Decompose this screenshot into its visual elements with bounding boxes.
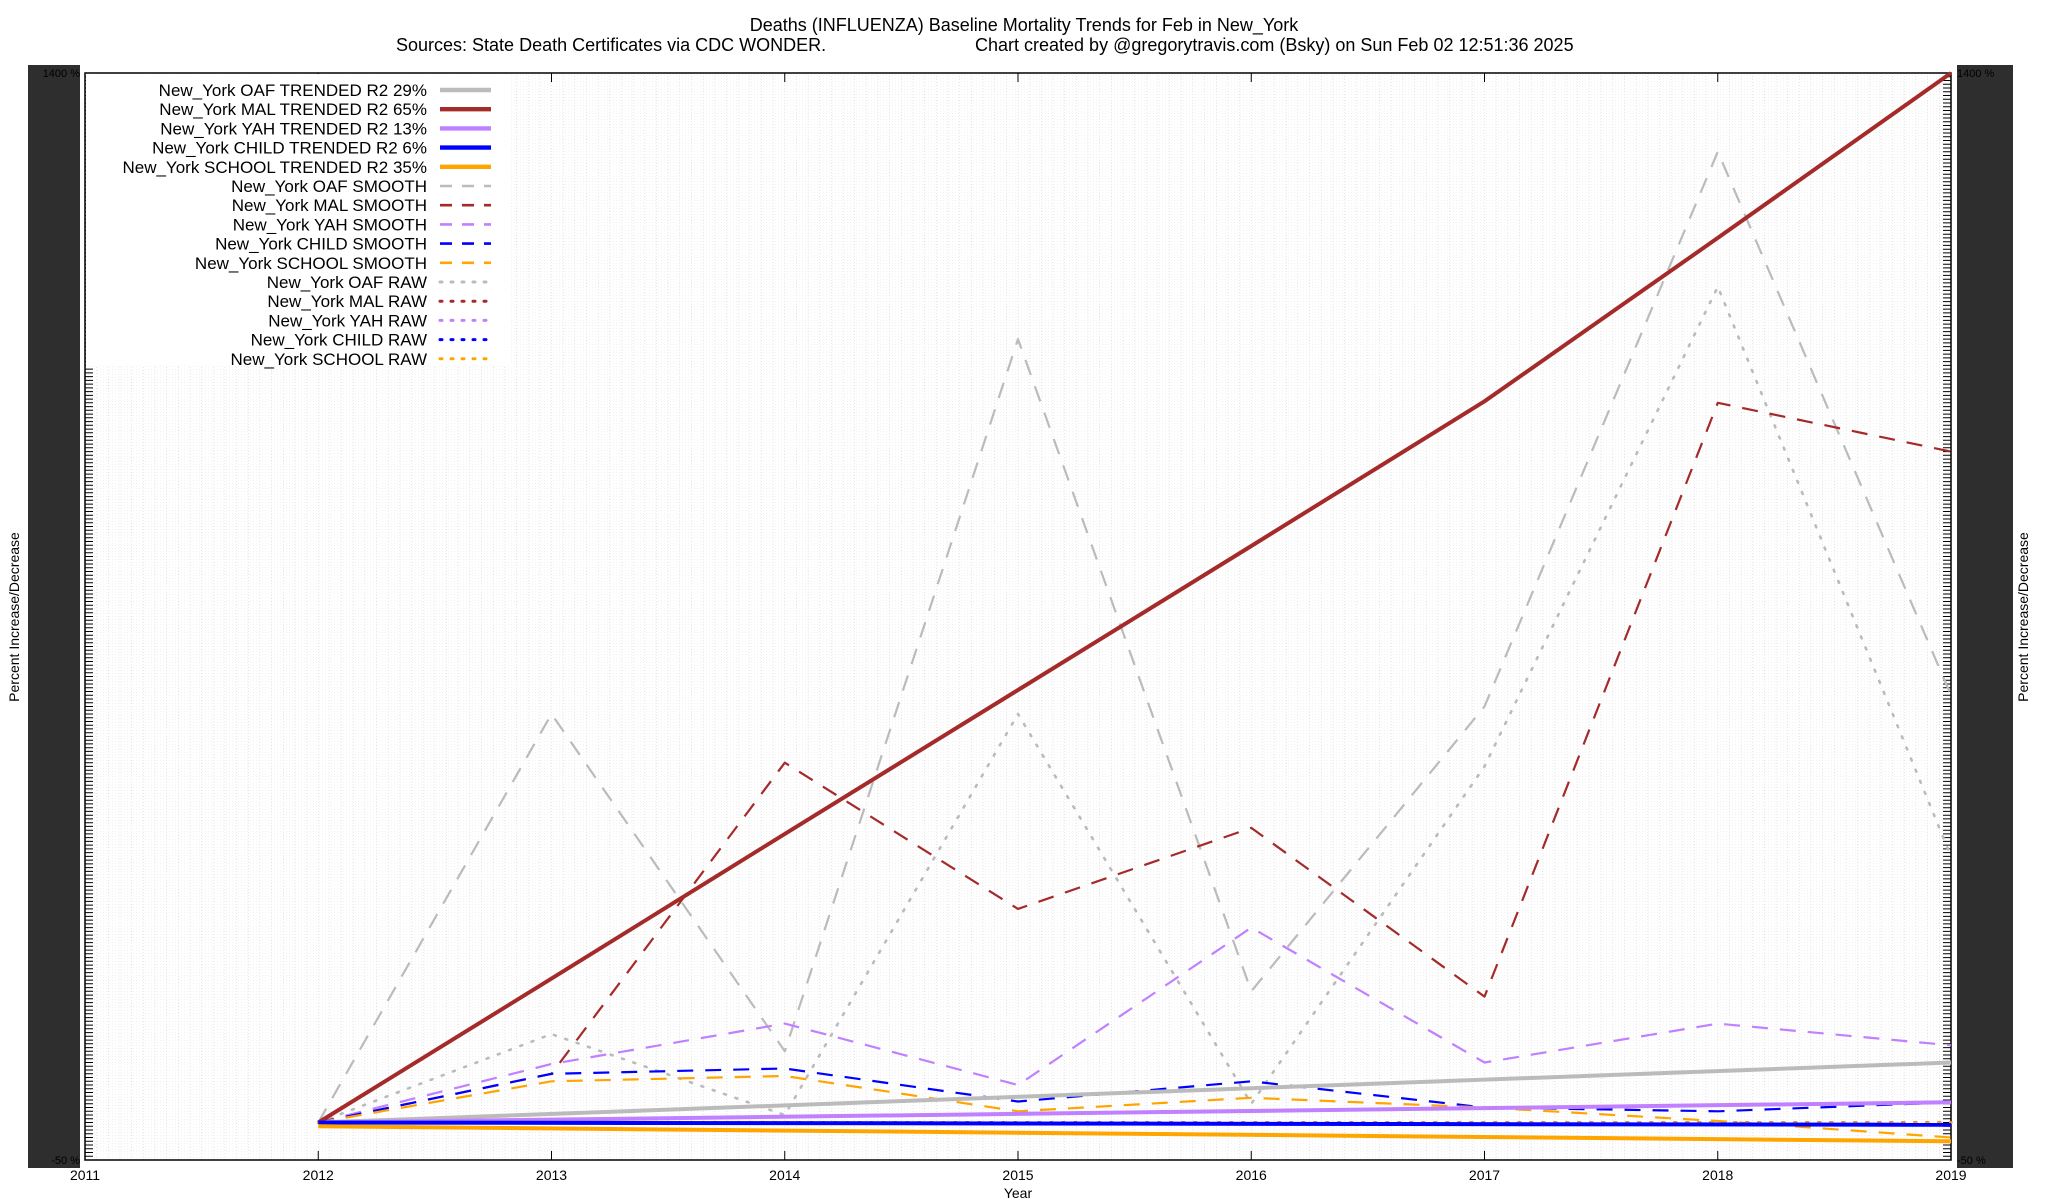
y-tick-marks-right [1943,72,1951,1161]
y-axis-label-right: Percent Increase/Decrease [2015,532,2031,702]
series-line-1 [317,71,1953,1125]
chart-subtitle-right: Chart created by @gregorytravis.com (Bsk… [975,35,1574,55]
legend-entry-label: New_York SCHOOL SMOOTH [195,254,427,273]
legend-entry-label: New_York MAL SMOOTH [232,196,427,215]
legend-entry-label: New_York SCHOOL RAW [231,350,428,369]
y-tick-labels-right-overlap [1957,65,2013,1168]
y-tick-label-left-bottom: -50 % [51,1155,80,1167]
y-tick-labels-left-overlap [28,65,80,1168]
x-tick-label: 2017 [1469,1167,1500,1183]
legend-entry-label: New_York OAF RAW [267,273,427,292]
legend-background [86,74,511,366]
legend-entry-label: New_York YAH TRENDED R2 13% [160,119,427,138]
series-lines [316,71,1953,1144]
chart-title: Deaths (INFLUENZA) Baseline Mortality Tr… [750,15,1300,36]
series-line-6 [318,401,1952,1124]
y-tick-label-right-bottom: -50 % [1957,1155,1986,1167]
series-line-3 [318,1120,1952,1127]
legend-entry-label: New_York OAF TRENDED R2 29% [159,81,427,100]
legend-entry-label: New_York CHILD TRENDED R2 6% [152,139,427,158]
series-line-0 [318,1060,1952,1125]
series-line-5 [317,150,1953,1124]
series-line-7 [318,926,1952,1124]
series-line-9 [318,1074,1952,1139]
series-line-10 [316,285,1953,1124]
legend-entry-label: New_York CHILD SMOOTH [215,235,427,254]
legend-entry-label: New_York YAH SMOOTH [233,215,427,234]
x-tick-label: 2015 [1002,1167,1033,1183]
x-tick-label: 2018 [1702,1167,1733,1183]
y-tick-label-left-top: 1400 % [43,68,81,80]
x-axis-label: Year [1004,1185,1033,1200]
legend-entry-label: New_York SCHOOL TRENDED R2 35% [122,158,427,177]
legend-entry-label: New_York MAL TRENDED R2 65% [159,100,427,119]
series-line-2 [318,1100,1952,1125]
x-tick-label: 2014 [769,1167,800,1183]
x-tick-label: 2013 [536,1167,567,1183]
legend-entry-label: New_York MAL RAW [267,292,427,311]
x-tick-label: 2016 [1236,1167,1267,1183]
x-tick-label: 2012 [303,1167,334,1183]
legend: New_York OAF TRENDED R2 29%New_York MAL … [86,74,511,369]
legend-entry-label: New_York CHILD RAW [251,331,427,350]
legend-entry-label: New_York YAH RAW [268,311,427,330]
x-tick-label: 2011 [70,1167,100,1183]
chart-subtitle-left: Sources: State Death Certificates via CD… [396,35,826,55]
y-axis-label-left: Percent Increase/Decrease [6,532,22,702]
y-tick-label-right-top: 1400 % [1957,68,1995,80]
y-axis-left-ticks: 1400 % -50 % [28,65,93,1168]
legend-entry-label: New_York OAF SMOOTH [231,177,427,196]
x-axis-ticks: 2011 2012 2013 2014 2015 2016 2017 2018 2019 [70,73,1967,1183]
y-axis-right-ticks: 1400 % -50 % [1943,65,2013,1168]
series-line-4 [318,1124,1952,1144]
x-tick-label: 2019 [1935,1167,1966,1183]
